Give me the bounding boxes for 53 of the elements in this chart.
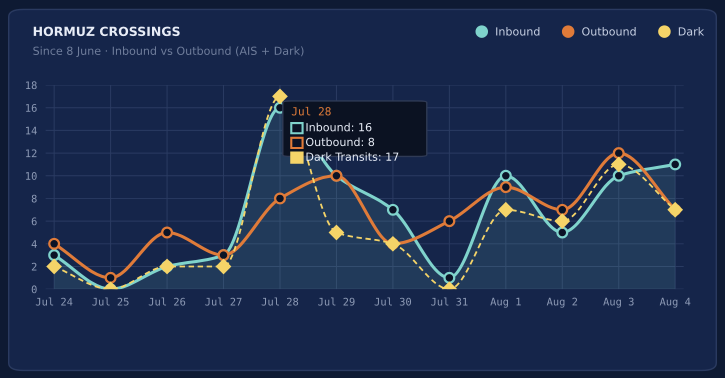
y-tick-label: 18 xyxy=(26,81,37,90)
legend-label: Inbound xyxy=(496,27,540,36)
point xyxy=(46,258,62,274)
x-tick-label: Jul 24 xyxy=(36,298,72,306)
x-tick-label: Jul 27 xyxy=(205,298,242,306)
point xyxy=(443,272,456,284)
x-tick-label: Aug 3 xyxy=(603,298,634,308)
x-tick-label: Aug 1 xyxy=(490,298,521,308)
y-tick-label: 0 xyxy=(32,285,37,294)
annotation: Dark Transits: 17 xyxy=(306,152,398,161)
legend-label: Outbound xyxy=(582,27,636,36)
x-tick-label: Aug 2 xyxy=(546,298,578,308)
point xyxy=(328,224,344,240)
annotation: Inbound: 16 xyxy=(306,122,372,132)
x-tick-label: Jul 26 xyxy=(148,298,186,306)
point xyxy=(443,215,456,228)
point xyxy=(611,156,626,172)
point xyxy=(556,226,568,238)
point xyxy=(48,238,60,250)
annotation: Outbound: 8 xyxy=(306,138,374,146)
chart-subtitle: Since 8 June · Inbound vs Outbound (AIS + Dark) xyxy=(33,46,304,58)
point xyxy=(386,204,399,216)
legend-label: Dark xyxy=(678,27,704,36)
point xyxy=(272,88,288,104)
y-tick-label: 12 xyxy=(26,149,36,158)
point xyxy=(104,272,117,284)
point xyxy=(48,249,60,262)
point xyxy=(161,226,174,238)
point xyxy=(612,147,625,160)
x-tick-label: Jul 28 xyxy=(262,298,298,306)
x-tick-label: Jul 30 xyxy=(374,298,412,306)
point xyxy=(498,202,514,218)
point xyxy=(500,170,512,182)
y-tick-label: 2 xyxy=(32,262,36,270)
y-tick-label: 8 xyxy=(32,194,37,203)
annotation: Jul 28 xyxy=(292,106,331,116)
point xyxy=(274,192,286,204)
point xyxy=(554,214,570,229)
x-tick-label: Jul 29 xyxy=(318,298,355,306)
point xyxy=(216,258,232,274)
y-tick-label: 16 xyxy=(26,104,37,112)
x-tick-label: Jul 31 xyxy=(431,298,468,306)
y-tick-label: 10 xyxy=(26,172,37,180)
y-tick-label: 14 xyxy=(26,126,37,134)
chart-title: HORMUZ CROSSINGS xyxy=(34,26,180,36)
x-tick-label: Jul 25 xyxy=(92,298,129,306)
x-tick-label: Aug 4 xyxy=(660,298,690,308)
point xyxy=(612,170,625,182)
y-tick-label: 6 xyxy=(32,217,37,226)
y-tick-label: 4 xyxy=(32,240,37,248)
point xyxy=(500,181,512,194)
point xyxy=(556,204,568,216)
point xyxy=(669,158,682,170)
